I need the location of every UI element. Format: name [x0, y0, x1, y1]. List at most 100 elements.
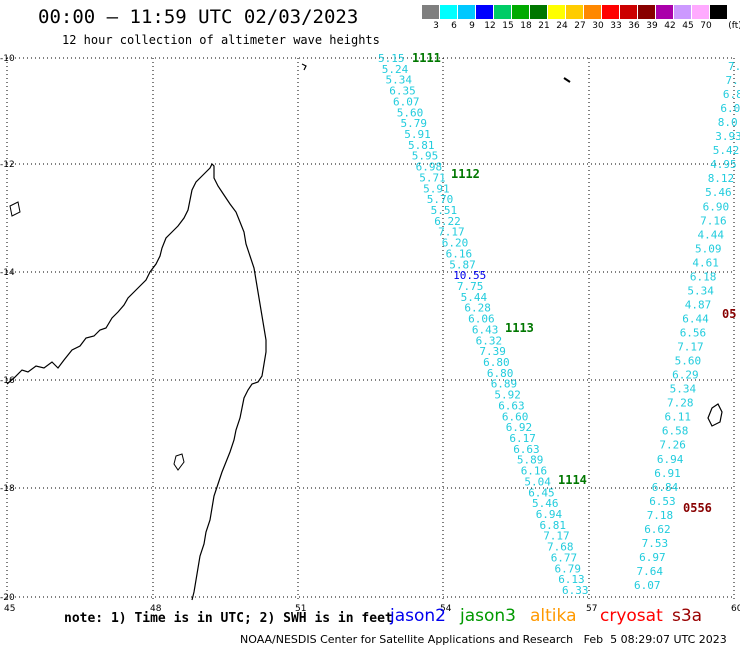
wave-height-value: 5.91: [423, 182, 450, 195]
colorbar-unit: (ft): [728, 21, 740, 31]
lon-tick-label: 60: [731, 604, 740, 614]
colorbar-swatch: [638, 5, 655, 19]
colorbar-label: 39: [646, 21, 658, 31]
lat-tick-label: -16: [0, 376, 15, 386]
pass-number-label: 1111: [412, 51, 441, 65]
satellite-legend-jason3: jason3: [460, 606, 516, 626]
mauritius-island: [707, 403, 723, 427]
colorbar-label: 21: [538, 21, 550, 31]
wave-height-value: 6.11: [665, 411, 692, 424]
wave-height-value: 6.62: [644, 523, 671, 536]
wave-height-value: 7.17: [438, 226, 465, 239]
wave-height-value: 6.63: [513, 443, 540, 456]
lat-tick-label: -20: [0, 593, 15, 603]
lon-tick-label: 45: [4, 604, 15, 614]
lat-tick-label: -18: [0, 484, 15, 494]
wave-height-value: 6.06: [468, 313, 495, 326]
wave-height-value: 5.42: [713, 144, 740, 157]
wave-height-value: 6.97: [639, 551, 666, 564]
colorbar-label: 24: [556, 21, 568, 31]
wave-height-value: 6.94: [657, 453, 684, 466]
wave-height-value: 6.53: [649, 495, 676, 508]
wave-height-value: 6.0: [720, 102, 740, 115]
satellite-legend-cryosat: cryosat: [600, 606, 663, 626]
wave-height-value: 6.22: [434, 215, 461, 228]
wave-height-value: 5.71: [419, 171, 446, 184]
colorbar-swatch: [440, 5, 457, 19]
wave-height-value: 5.44: [461, 291, 488, 304]
wave-height-value: 5.60: [675, 355, 702, 368]
wave-height-value: 6.77: [551, 551, 578, 564]
wave-height-value: 6.16: [446, 247, 473, 260]
lat-lon-grid: [6, 57, 735, 600]
lon-tick-label: 57: [586, 604, 597, 614]
altimeter-track-left: 5.155.245.346.356.075.605.795.915.815.95…: [378, 52, 589, 597]
colorbar-label: 3: [433, 21, 439, 31]
wave-height-value: 5.34: [670, 383, 697, 396]
wave-height-value: 6.60: [502, 410, 529, 423]
colorbar-label: 15: [502, 21, 514, 31]
comoros-island: [9, 201, 21, 217]
wave-height-value: 5.95: [412, 150, 439, 163]
wave-height-value: 8.0: [718, 116, 738, 129]
wave-height-value: 6.35: [389, 85, 416, 98]
wave-height-value: 7.18: [647, 509, 674, 522]
colorbar-swatch: [656, 5, 673, 19]
colorbar-label: 30: [592, 21, 604, 31]
pass-number-label: 0556: [683, 501, 712, 515]
page-subtitle: 12 hour collection of altimeter wave hei…: [62, 33, 380, 47]
wave-height-value: 4.95: [710, 158, 737, 171]
wave-height-value: 5.91: [404, 128, 431, 141]
wave-height-value: 7.53: [642, 537, 669, 550]
pass-number-label: 1113: [505, 321, 534, 335]
wave-height-value: 6.45: [528, 486, 555, 499]
wave-height-value: 7.17: [543, 530, 570, 543]
colorbar-label: 27: [574, 21, 586, 31]
wave-height-value: 7.39: [479, 345, 506, 358]
wave-height-value: 6.33: [562, 584, 589, 597]
wave-height-value: 5.60: [397, 106, 424, 119]
colorbar-swatch: [620, 5, 637, 19]
wave-height-value: 7.68: [547, 541, 574, 554]
wave-height-value: 6.80: [487, 367, 514, 380]
colorbar-label: 36: [628, 21, 640, 31]
lat-tick-label: -14: [0, 268, 15, 278]
colorbar-label: 12: [484, 21, 496, 31]
madagascar-coastline: [6, 162, 267, 601]
wave-height-value: 6.56: [680, 327, 707, 340]
wave-height-value: 6.90: [703, 200, 730, 213]
colorbar-swatch: [476, 5, 493, 19]
colorbar-swatch: [566, 5, 583, 19]
wave-height-value: 6.28: [464, 302, 491, 315]
pass-number-label: 1114: [558, 473, 587, 487]
colorbar-swatch: [530, 5, 547, 19]
wave-height-value: 6.84: [652, 481, 679, 494]
colorbar-label: 6: [451, 21, 457, 31]
coastline: [6, 63, 723, 601]
wave-height-value: 6.13: [558, 573, 585, 586]
altimeter-track-right: 6.077.646.977.536.627.186.536.846.916.94…: [634, 60, 740, 592]
wave-height-value: 4.44: [698, 228, 725, 241]
nosy-be-island: [173, 453, 185, 471]
wave-height-value: 6.98: [416, 161, 443, 174]
colorbar-label: 42: [664, 21, 676, 31]
wave-height-value: 6.63: [498, 399, 525, 412]
wave-height-value: 5.89: [517, 454, 544, 467]
wave-height-value: 6.80: [483, 356, 510, 369]
colorbar-label: 33: [610, 21, 622, 31]
colorbar-swatch: [512, 5, 529, 19]
wave-height-value: 6.29: [672, 369, 699, 382]
credit-line: NOAA/NESDIS Center for Satellite Applica…: [240, 633, 727, 646]
lon-tick-label: 54: [440, 604, 452, 614]
wave-height-value: 5.51: [431, 204, 458, 217]
colorbar-swatch: [422, 5, 439, 19]
wave-height-value: 5.34: [386, 74, 413, 87]
wave-height-value: 5.46: [705, 186, 732, 199]
wave-height-value: 5.24: [382, 63, 409, 76]
wave-height-value: 5.87: [449, 258, 476, 271]
colorbar-swatch: [710, 5, 727, 19]
wave-height-value: 6.17: [509, 432, 536, 445]
wave-height-value: 6.32: [476, 334, 503, 347]
